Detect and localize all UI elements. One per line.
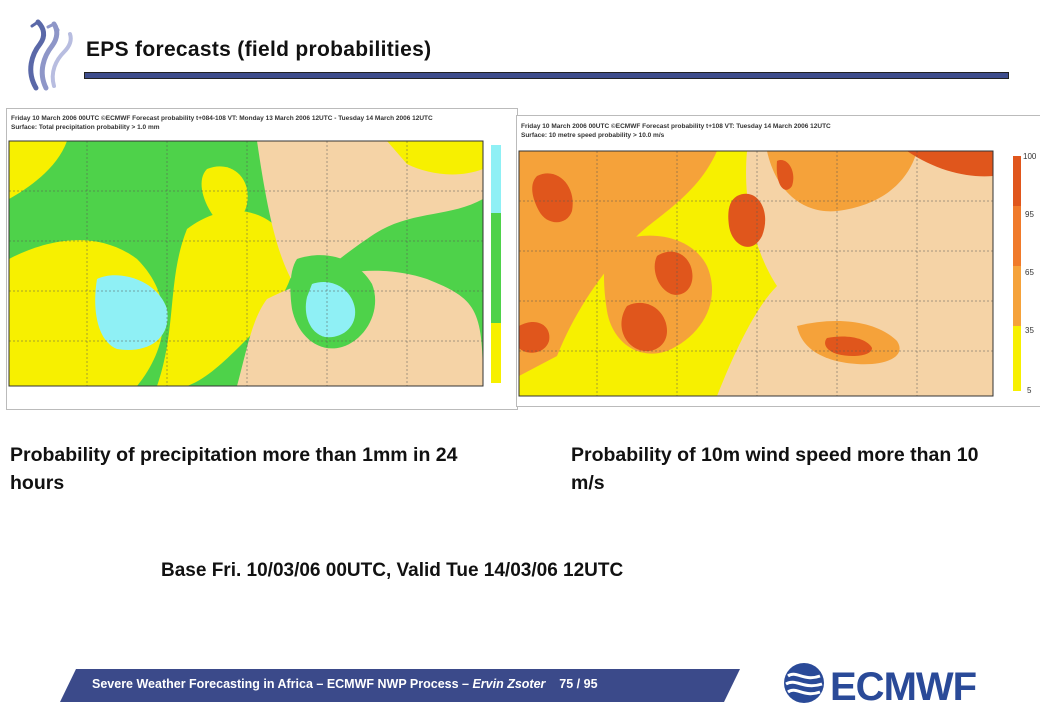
precipitation-map-graphic <box>8 140 501 387</box>
ecmwf-logo-text: ECMWF <box>830 665 976 706</box>
legend-label-100: 100 <box>1023 152 1037 161</box>
footer-bar <box>60 669 740 702</box>
right-map-header-line1: Friday 10 March 2006 00UTC ©ECMWF Foreca… <box>521 123 831 130</box>
left-map-header-line1: Friday 10 March 2006 00UTC ©ECMWF Foreca… <box>11 115 433 122</box>
page-number: 75 / 95 <box>559 677 598 691</box>
ecmwf-swirl-logo <box>28 19 73 91</box>
footer-text: Severe Weather Forecasting in Africa – E… <box>92 677 598 691</box>
footer-main: Severe Weather Forecasting in Africa – E… <box>92 677 473 691</box>
ecmwf-logo: ECMWF <box>784 663 977 706</box>
precipitation-probability-map: Friday 10 March 2006 00UTC ©ECMWF Foreca… <box>6 108 518 410</box>
legend-label-95: 95 <box>1025 210 1034 219</box>
caption-precipitation: Probability of precipitation more than 1… <box>10 444 458 494</box>
right-map-header-line2: Surface: 10 metre speed probability > 10… <box>521 132 665 139</box>
base-valid-time: Base Fri. 10/03/06 00UTC, Valid Tue 14/0… <box>161 560 624 581</box>
slide-title: EPS forecasts (field probabilities) <box>86 38 432 61</box>
wind-map-graphic <box>518 150 1021 397</box>
legend-label-35: 35 <box>1025 326 1034 335</box>
legend-label-65: 65 <box>1025 268 1034 277</box>
legend-label-5: 5 <box>1027 386 1032 395</box>
title-underline-bar <box>84 72 1009 79</box>
wind-speed-probability-map: Friday 10 March 2006 00UTC ©ECMWF Foreca… <box>516 115 1040 407</box>
footer-author: Ervin Zsoter <box>472 677 546 691</box>
left-map-header-line2: Surface: Total precipitation probability… <box>11 124 160 131</box>
caption-wind: Probability of 10m wind speed more than … <box>571 444 979 494</box>
